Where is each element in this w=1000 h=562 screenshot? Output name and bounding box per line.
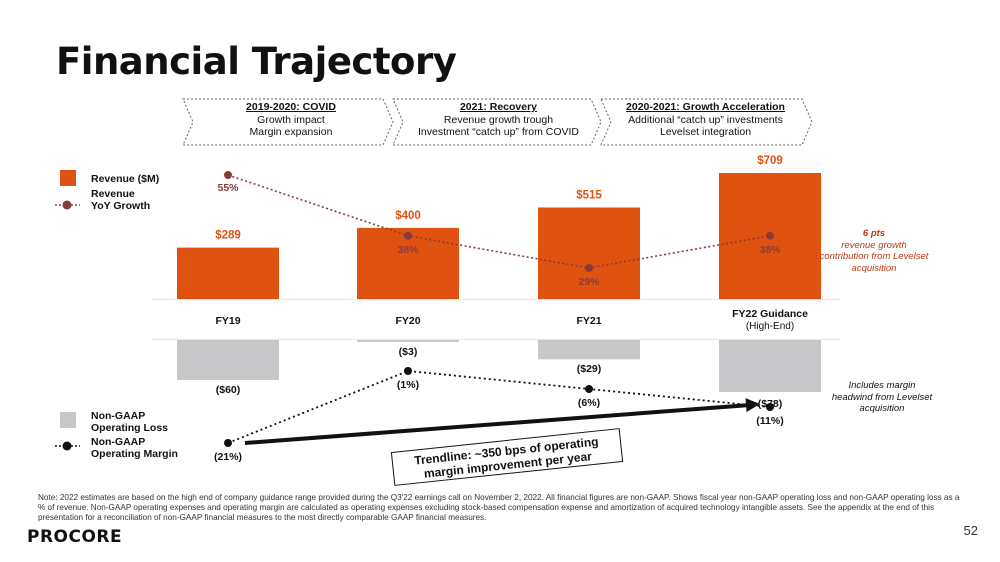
phase-line: Levelset integration [659, 126, 752, 138]
category-sublabel: (High-End) [746, 321, 794, 332]
margin-label: (1%) [397, 379, 419, 391]
phase-line: Investment “catch up” from COVID [417, 126, 580, 138]
phase-chevron [392, 98, 602, 146]
growth-point [766, 231, 774, 240]
phase-line: Revenue growth trough [443, 113, 554, 126]
op-loss-bar [719, 340, 821, 392]
legend-revenue-swatch [60, 170, 76, 186]
legend-op-margin-label: Non-GAAP Operating Margin [91, 436, 178, 460]
annotation-text: revenue growth contribution from Levelse… [819, 239, 929, 274]
margin-point [404, 367, 412, 375]
legend-revenue-label: Revenue ($M) [91, 173, 160, 185]
phase-title: 2021: Recovery [459, 101, 538, 113]
growth-point [404, 231, 412, 240]
revenue-bar-label: $289 [215, 230, 241, 242]
revenue-bar-label: $400 [395, 210, 421, 222]
category-label: FY21 [576, 315, 601, 327]
growth-point [585, 264, 593, 272]
growth-label: 38% [397, 244, 419, 256]
phase-title: 2019-2020: COVID [246, 101, 336, 113]
revenue-bar-label: $709 [757, 155, 783, 167]
phase-acceleration: 2020-2021: Growth Acceleration Additiona… [603, 101, 808, 143]
category-label: FY19 [215, 315, 240, 327]
plot-area: $289 $400 $515 $709 FY19 FY20 FY21 FY22 Guidanc… [152, 155, 840, 463]
phase-covid: 2019-2020: COVID Growth impact Margin ex… [186, 101, 396, 143]
phase-chevrons [182, 98, 813, 146]
revenue-bar [538, 207, 640, 299]
revenue-bar [177, 247, 279, 299]
legend-op-loss-swatch [60, 412, 76, 428]
annotation-bold: 6 pts [862, 228, 886, 239]
legend-growth-label: Revenue YoY Growth [91, 188, 151, 212]
op-loss-bar [177, 340, 279, 380]
phase-chevron [182, 98, 394, 146]
margin-line [227, 370, 771, 444]
margin-label: (11%) [756, 415, 783, 427]
phase-chevron [600, 98, 813, 146]
phase-line: Growth impact [257, 113, 325, 126]
legend-growth-marker [62, 200, 72, 210]
op-loss-bar [538, 340, 640, 360]
footnote: Note: 2022 estimates are based on the hi… [38, 493, 960, 523]
op-loss-label: ($60) [216, 384, 241, 396]
revenue-bar-label: $515 [576, 189, 602, 201]
growth-point [224, 171, 232, 179]
page-number: 52 [963, 523, 978, 538]
margin-label: (21%) [214, 451, 242, 463]
op-loss-label: ($29) [577, 363, 602, 375]
page-title: Financial Trajectory [56, 40, 457, 83]
growth-label: 55% [217, 182, 239, 194]
margin-point [224, 439, 232, 447]
legend-margin-marker [62, 441, 72, 451]
category-label: FY20 [395, 315, 420, 327]
legend-marks [55, 200, 80, 451]
trendline-arrowhead [745, 398, 760, 413]
growth-label: 38% [759, 244, 781, 256]
procore-logo: PROCORE [27, 527, 123, 547]
op-loss-label: ($3) [399, 346, 418, 358]
phase-title: 2020-2021: Growth Acceleration [626, 101, 785, 113]
margin-label: (6%) [578, 397, 600, 409]
trendline-arrow [244, 403, 751, 445]
margin-point [585, 385, 593, 393]
growth-label: 29% [578, 276, 600, 288]
category-label: FY22 Guidance [732, 308, 808, 320]
growth-line [227, 174, 771, 269]
margin-headwind-annotation: Includes margin headwind from Levelset a… [831, 380, 933, 414]
phase-line: Additional “catch up” investments [628, 113, 783, 126]
levelset-growth-annotation: 6 pts revenue growth contribution from L… [818, 228, 930, 274]
legend-op-loss-label: Non-GAAP Operating Loss [91, 410, 169, 434]
phase-recovery: 2021: Recovery Revenue growth trough Inv… [396, 101, 601, 143]
op-loss-bar [357, 340, 459, 342]
margin-point [766, 403, 774, 411]
phase-line: Margin expansion [249, 126, 333, 138]
